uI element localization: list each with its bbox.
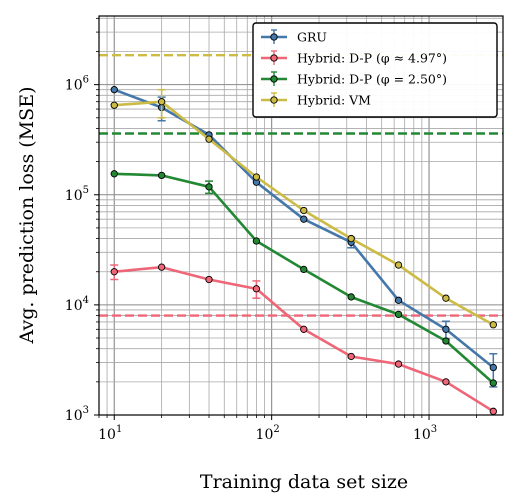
data-point (442, 378, 450, 386)
data-point (442, 337, 450, 345)
data-point (157, 171, 166, 180)
legend-entry: GRU (261, 29, 327, 45)
data-point (157, 263, 166, 271)
data-point (157, 98, 166, 106)
tick-label: 102 (256, 424, 280, 443)
data-point (205, 275, 213, 284)
data-point (442, 294, 450, 302)
data-point (110, 268, 118, 276)
tick-label-exponent: 3 (431, 424, 437, 435)
data-point (489, 363, 497, 372)
data-point (300, 215, 308, 223)
legend: GRU Hybrid: D-P (φ ≈ 4.97°) Hybrid: D-P (φ… (252, 22, 498, 118)
tick-label-base: 10 (65, 188, 83, 204)
tick-label: 101 (98, 424, 122, 443)
data-point (347, 352, 355, 361)
tick-label-base: 10 (256, 427, 274, 443)
series-gru (110, 86, 498, 388)
data-point (300, 325, 308, 333)
plot-frame (98, 15, 504, 416)
data-point (110, 101, 118, 109)
legend-marker (270, 75, 278, 83)
legend-entry: Hybrid: D-P (φ = 2.50°) (261, 71, 447, 87)
legend-label: Hybrid: D-P (φ ≈ 4.97°) (297, 51, 447, 66)
data-point (394, 261, 403, 269)
tick-label: 103 (413, 424, 437, 443)
tick-label-exponent: 3 (83, 405, 89, 416)
series-line (114, 265, 494, 413)
series-layer (110, 86, 498, 415)
tick-label: 103 (65, 405, 89, 424)
data-point (110, 170, 118, 178)
data-point (300, 206, 308, 215)
tick-label-exponent: 5 (83, 185, 89, 196)
series-hybrid (110, 263, 497, 415)
data-point (252, 285, 261, 293)
data-point (252, 173, 261, 181)
tick-label-exponent: 1 (116, 424, 122, 435)
x-axis-label: Training data set size (200, 471, 408, 493)
legend-label: GRU (297, 30, 327, 45)
legend-label: Hybrid: D-P (φ = 2.50°) (297, 72, 447, 87)
data-point (394, 360, 403, 368)
tick-label-exponent: 6 (83, 75, 89, 86)
data-point (205, 135, 213, 143)
legend-marker (270, 33, 278, 41)
legend-label: Hybrid: VM (297, 93, 371, 108)
legend-marker (270, 54, 278, 62)
tick-label-exponent: 4 (83, 295, 89, 306)
data-point (252, 237, 261, 245)
tick-label-exponent: 2 (273, 424, 279, 435)
series-hybrid (110, 88, 497, 329)
data-point (347, 293, 355, 301)
tick-label-base: 10 (98, 427, 116, 443)
legend-entry: Hybrid: VM (261, 92, 371, 108)
tick-label-base: 10 (65, 78, 83, 94)
data-point (442, 325, 450, 333)
data-point (394, 310, 403, 319)
tick-label: 104 (65, 295, 89, 314)
tick-label-base: 10 (65, 298, 83, 314)
series-hybrid (110, 170, 497, 387)
legend-box (252, 22, 498, 118)
data-point (489, 321, 497, 329)
tick-label: 106 (65, 75, 89, 94)
tick-label: 105 (65, 185, 89, 204)
tick-label-base: 10 (65, 408, 83, 424)
data-point (300, 265, 308, 274)
legend-marker (270, 96, 278, 104)
data-point (489, 407, 497, 415)
data-point (394, 296, 403, 304)
tick-label-base: 10 (413, 427, 431, 443)
y-axis-label: Avg. prediction loss (MSE) (16, 87, 38, 345)
data-point (489, 379, 497, 387)
data-point (205, 183, 213, 191)
legend-entry: Hybrid: D-P (φ ≈ 4.97°) (261, 50, 447, 66)
data-point (347, 234, 355, 243)
data-point (110, 86, 118, 94)
